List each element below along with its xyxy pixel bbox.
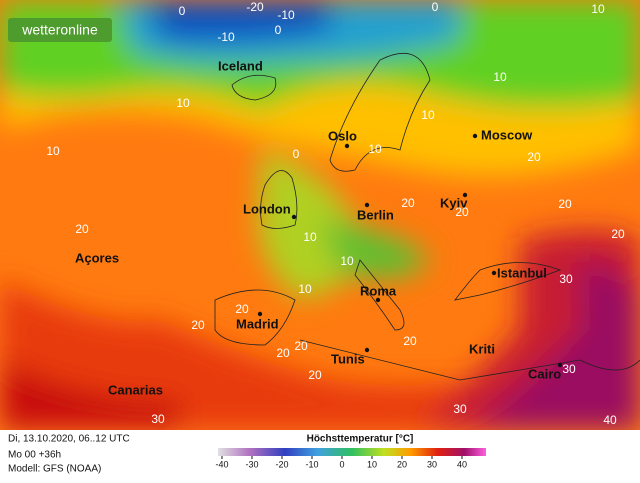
- isotherm-label: 30: [453, 402, 467, 416]
- isotherm-label: 0: [179, 4, 186, 18]
- isotherm-label: 20: [235, 302, 249, 316]
- footer-date: Di, 13.10.2020, 06..12 UTC: [8, 434, 130, 445]
- isotherm-label: 30: [151, 412, 165, 426]
- legend-tick-label: 30: [427, 459, 437, 469]
- isotherm-label: 10: [368, 142, 382, 156]
- isotherm-label: 20: [455, 205, 469, 219]
- place-label: Roma: [360, 283, 397, 298]
- isotherm-label: 10: [421, 108, 435, 122]
- temperature-field: [0, 0, 640, 430]
- city-dot: [462, 192, 468, 198]
- legend-ticks: -40 -30 -20 -10 0 10 20 30 40: [215, 456, 467, 469]
- place-label: London: [243, 201, 291, 216]
- isotherm-label: 0: [275, 23, 282, 37]
- place-label: Istanbul: [497, 265, 547, 280]
- city-dot: [364, 347, 370, 353]
- place-label: Cairo: [528, 366, 561, 381]
- city-markers: [257, 133, 563, 368]
- city-dot: [472, 133, 478, 139]
- place-label: Canarias: [108, 382, 163, 397]
- isotherm-label: -20: [246, 0, 264, 14]
- isotherm-label: 20: [558, 197, 572, 211]
- isotherm-label: 20: [191, 318, 205, 332]
- place-labels: Iceland Oslo Moscow London Berlin Kyiv Açores I…: [75, 58, 561, 397]
- place-label: Berlin: [357, 207, 394, 222]
- legend-tick-label: -40: [215, 459, 228, 469]
- isotherm-label: 20: [276, 346, 290, 360]
- legend-title: Höchsttemperatur [°C]: [307, 434, 414, 445]
- isotherm-label: 10: [303, 230, 317, 244]
- isotherm-label: 10: [176, 96, 190, 110]
- city-dot: [375, 297, 381, 303]
- isotherm-label: 40: [603, 413, 617, 427]
- isotherm-label: 0: [432, 0, 439, 14]
- isotherm-label: 20: [527, 150, 541, 164]
- city-dot: [557, 362, 563, 368]
- logo-text: wetteronline: [21, 22, 98, 38]
- coastlines: [214, 52, 640, 381]
- place-label: Iceland: [218, 58, 263, 73]
- legend-tick-label: 40: [457, 459, 467, 469]
- city-dot: [364, 202, 370, 208]
- isotherm-label: 30: [559, 272, 573, 286]
- logo-box: [8, 18, 112, 42]
- isotherm-label: 10: [493, 70, 507, 84]
- isotherm-label: 20: [611, 227, 625, 241]
- city-dot: [491, 270, 497, 276]
- isotherm-label: 20: [308, 368, 322, 382]
- legend-tick-label: -10: [305, 459, 318, 469]
- place-label: Moscow: [481, 127, 533, 142]
- legend-tick-label: 0: [339, 459, 344, 469]
- footer: Di, 13.10.2020, 06..12 UTC Mo 00 +36h Mo…: [0, 430, 640, 478]
- color-bar: [218, 448, 486, 456]
- city-dot: [257, 311, 263, 317]
- city-dot: [344, 143, 350, 149]
- logo: wetteronline: [8, 18, 112, 42]
- isotherm-label: 20: [75, 222, 89, 236]
- place-label: Kyiv: [440, 195, 468, 210]
- isotherm-label: 0: [293, 147, 300, 161]
- isotherm-label: 10: [46, 144, 60, 158]
- legend-tick-label: -30: [245, 459, 258, 469]
- legend-tick-label: 20: [397, 459, 407, 469]
- isotherm-label: 20: [294, 339, 308, 353]
- isotherm-label: -10: [277, 8, 295, 22]
- legend-tick-label: -20: [275, 459, 288, 469]
- place-label: Açores: [75, 250, 119, 265]
- footer-model: Modell: GFS (NOAA): [8, 464, 101, 475]
- isotherm-label: 20: [403, 334, 417, 348]
- place-label: Madrid: [236, 316, 279, 331]
- isotherm-label: 20: [401, 196, 415, 210]
- isotherm-label: 10: [340, 254, 354, 268]
- place-label: Oslo: [328, 128, 357, 143]
- isotherm-label: 30: [562, 362, 576, 376]
- isotherm-label: 10: [591, 2, 605, 16]
- legend-tick-label: 10: [367, 459, 377, 469]
- place-label: Kriti: [469, 341, 495, 356]
- isotherm-label: 10: [298, 282, 312, 296]
- place-label: Tunis: [331, 351, 365, 366]
- footer-run: Mo 00 +36h: [8, 450, 61, 461]
- city-dot: [291, 214, 297, 220]
- isotherm-label: -10: [217, 30, 235, 44]
